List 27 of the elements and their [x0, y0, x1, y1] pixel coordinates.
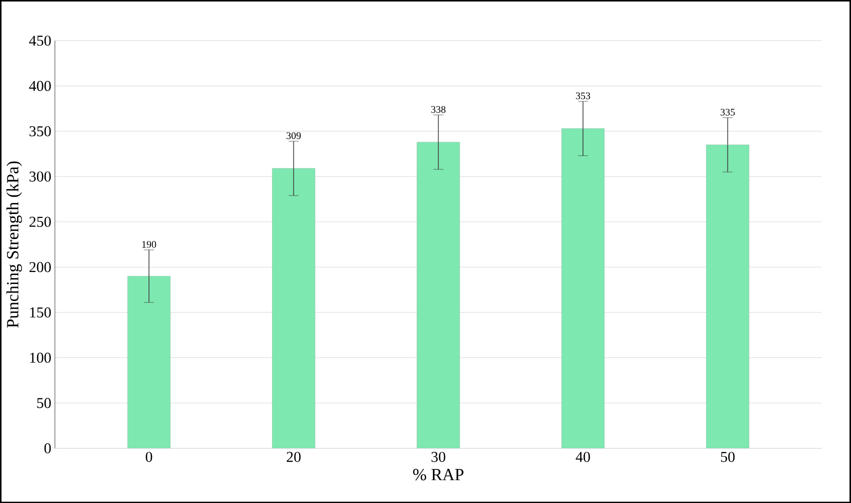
bar — [706, 144, 750, 448]
data-label: 335 — [720, 108, 735, 116]
bar — [416, 142, 460, 448]
y-tick-label: 350 — [30, 126, 51, 136]
y-tick-label: 0 — [44, 443, 51, 454]
bar — [561, 128, 605, 448]
x-tick-label: 50 — [721, 452, 735, 462]
data-label: 338 — [431, 106, 446, 113]
y-tick-label: 200 — [30, 262, 51, 272]
x-axis-title: % RAP — [413, 468, 464, 480]
bar — [272, 168, 316, 448]
y-tick-label: 450 — [29, 35, 51, 46]
x-tick-label: 0 — [146, 452, 152, 462]
data-label: 190 — [142, 240, 156, 248]
x-tick-label: 30 — [432, 452, 446, 462]
y-axis-title: Punching Strength (kPa) — [6, 161, 22, 328]
bar — [127, 276, 171, 448]
y-tick-label: 300 — [30, 171, 51, 182]
y-tick-label: 50 — [37, 398, 51, 408]
y-tick-label: 250 — [30, 216, 51, 227]
y-tick-label: 100 — [30, 352, 51, 363]
data-label: 309 — [286, 132, 301, 139]
y-tick-label: 150 — [30, 307, 51, 318]
data-label: 353 — [576, 92, 590, 100]
y-tick-label: 400 — [29, 80, 51, 91]
x-tick-label: 40 — [576, 452, 590, 462]
x-tick-label: 20 — [286, 452, 301, 462]
